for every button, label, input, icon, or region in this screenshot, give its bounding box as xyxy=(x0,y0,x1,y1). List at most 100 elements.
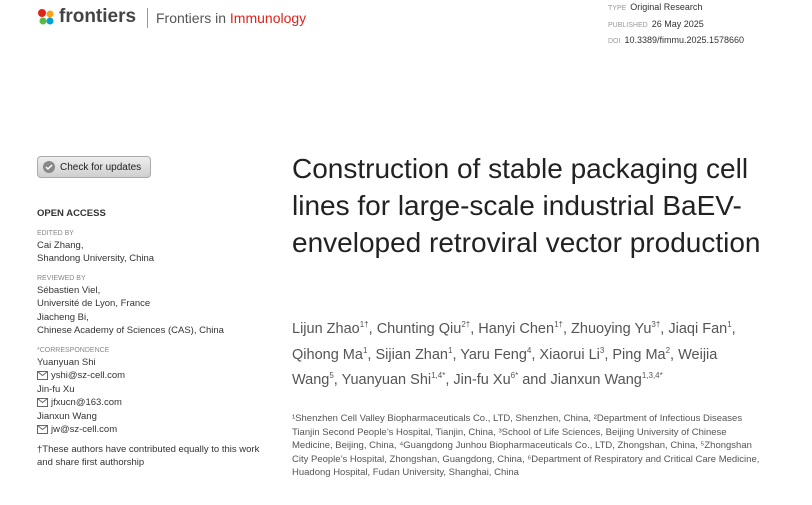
author-affiliation: 4 xyxy=(526,345,532,355)
correspondent-name: Jianxun Wang xyxy=(37,410,97,422)
author: Jin-fu Xu6* xyxy=(453,371,519,389)
author-name[interactable]: Chunting Qiu xyxy=(376,320,462,337)
journal-title: Immunology xyxy=(229,10,307,26)
author: Chunting Qiu2†, xyxy=(376,320,475,337)
separator: , xyxy=(731,320,736,337)
author-affiliation: 2 xyxy=(665,345,671,355)
author-name[interactable]: Jianxun Wang xyxy=(550,372,642,389)
author: Zhuoying Yu3†, xyxy=(571,320,665,337)
author-affiliation: 2† xyxy=(461,320,471,329)
author-affiliation: 1† xyxy=(554,320,563,329)
author: Yuanyuan Shi1,4*, xyxy=(341,371,450,389)
email[interactable]: jw@sz-cell.com xyxy=(51,424,118,435)
journal-name[interactable]: Frontiers in Immunology xyxy=(156,10,306,26)
logo-text: frontiers xyxy=(59,6,137,27)
separator: , xyxy=(445,372,450,389)
sidebar-line: Chinese Academy of Sciences (CAS), China xyxy=(37,325,224,336)
meta-row: PUBLISHED 26 May 2025 xyxy=(608,17,744,34)
article-title: Construction of stable packaging cell li… xyxy=(292,153,761,258)
correspondent-name: Jin-fu Xu xyxy=(37,383,75,395)
journal-prefix: Frontiers in xyxy=(156,10,227,26)
check-updates-button[interactable]: Check for updates xyxy=(37,156,151,178)
meta-value: Original Research xyxy=(630,2,703,12)
meta-row: TYPE Original Research xyxy=(608,0,744,17)
meta-value: 26 May 2025 xyxy=(651,18,704,29)
author-name[interactable]: Yaru Feng xyxy=(460,346,527,363)
author-name[interactable]: Yuanyuan Shi xyxy=(341,372,432,389)
email-icon xyxy=(37,371,48,381)
separator: , xyxy=(367,346,372,363)
open-access: OPEN ACCESS xyxy=(37,208,106,219)
email-row: jw@sz-cell.com xyxy=(37,423,267,437)
section-label: EDITED BY xyxy=(37,229,74,237)
author-affiliation: 1† xyxy=(359,320,369,329)
author-name[interactable]: Weijia Wang xyxy=(292,346,718,389)
article-meta: TYPE Original Research PUBLISHED 26 May 202… xyxy=(608,0,744,50)
author: Ping Ma2, xyxy=(612,345,675,363)
meta-label: TYPE xyxy=(608,5,627,12)
sidebar: OPEN ACCESS EDITED BY Cai Zhang, Shandong U… xyxy=(37,207,267,470)
author-name[interactable]: Hanyi Chen xyxy=(478,320,555,337)
author-affiliation: 1,4* xyxy=(431,371,446,381)
section-label: REVIEWED BY xyxy=(37,274,86,282)
email-row: yshi@sz-cell.com xyxy=(37,369,267,383)
email[interactable]: jfxucn@163.com xyxy=(51,397,122,408)
separator: , xyxy=(333,372,338,389)
footnote: †These authors have contributed equally … xyxy=(37,443,260,469)
author: Qihong Ma1, xyxy=(292,345,372,363)
email-row: jfxucn@163.com xyxy=(37,396,267,410)
separator: , xyxy=(562,320,567,337)
author-name[interactable]: Ping Ma xyxy=(612,346,666,363)
affiliations: ¹Shenzhen Cell Valley Biopharmaceuticals… xyxy=(292,413,760,478)
email-icon xyxy=(37,398,48,408)
author: Lijun Zhao1†, xyxy=(292,320,373,337)
author: Jiaqi Fan1, xyxy=(668,320,736,337)
conjunction: and xyxy=(522,372,547,389)
logo[interactable]: frontiers xyxy=(37,6,136,28)
author: Hanyi Chen1†, xyxy=(478,320,567,337)
author-name[interactable]: Xiaorui Li xyxy=(539,346,600,363)
author-name[interactable]: Sijian Zhan xyxy=(375,346,448,363)
meta-row: DOI 10.3389/fimmu.2025.1578660 xyxy=(608,33,744,50)
check-updates-text: Check for updates xyxy=(60,161,142,173)
author: Yaru Feng4, xyxy=(460,345,536,363)
author-list: Lijun Zhao1†, Chunting Qiu2†, Hanyi Chen… xyxy=(292,314,747,391)
author: Xiaorui Li3, xyxy=(539,345,608,363)
author-name[interactable]: Jin-fu Xu xyxy=(453,372,511,389)
meta-label: DOI xyxy=(608,38,621,45)
author: Weijia Wang5, xyxy=(292,347,717,389)
logo-icon xyxy=(38,9,54,25)
author-affiliation: 1,3,4* xyxy=(641,371,663,381)
author-affiliation: 3† xyxy=(651,320,661,329)
author-affiliation: 5 xyxy=(329,371,334,381)
author-name[interactable]: Lijun Zhao xyxy=(292,320,360,337)
sidebar-line: Jiacheng Bi, xyxy=(37,311,89,323)
section-label: *CORRESPONDENCE xyxy=(37,346,110,354)
author-affiliation: 3 xyxy=(599,345,605,355)
sidebar-line: Sébastien Viel, xyxy=(37,284,101,296)
author-affiliation: 1 xyxy=(727,320,732,329)
author: and Jianxun Wang1,3,4* xyxy=(522,371,663,389)
author-affiliation: 1 xyxy=(362,345,368,355)
separator: , xyxy=(660,320,665,337)
meta-label: PUBLISHED xyxy=(608,21,648,29)
email[interactable]: yshi@sz-cell.com xyxy=(51,370,126,381)
meta-value: 10.3389/fimmu.2025.1578660 xyxy=(624,35,745,45)
correspondent-name: Yuanyuan Shi xyxy=(37,356,96,368)
divider xyxy=(147,8,148,28)
separator: , xyxy=(670,346,675,363)
author-name[interactable]: Zhuoying Yu xyxy=(571,320,652,337)
separator: , xyxy=(368,320,373,337)
sidebar-line: Shandong University, China xyxy=(37,253,155,264)
email-icon xyxy=(37,425,48,435)
author: Sijian Zhan1, xyxy=(375,345,457,363)
separator: , xyxy=(452,346,457,363)
author-affiliation: 6* xyxy=(510,371,519,381)
author-affiliation: 1 xyxy=(448,345,453,355)
sidebar-line: Université de Lyon, France xyxy=(37,298,151,309)
author-name[interactable]: Jiaqi Fan xyxy=(668,320,728,337)
author-name[interactable]: Qihong Ma xyxy=(292,346,363,363)
separator: , xyxy=(531,346,536,363)
separator: , xyxy=(470,320,475,337)
